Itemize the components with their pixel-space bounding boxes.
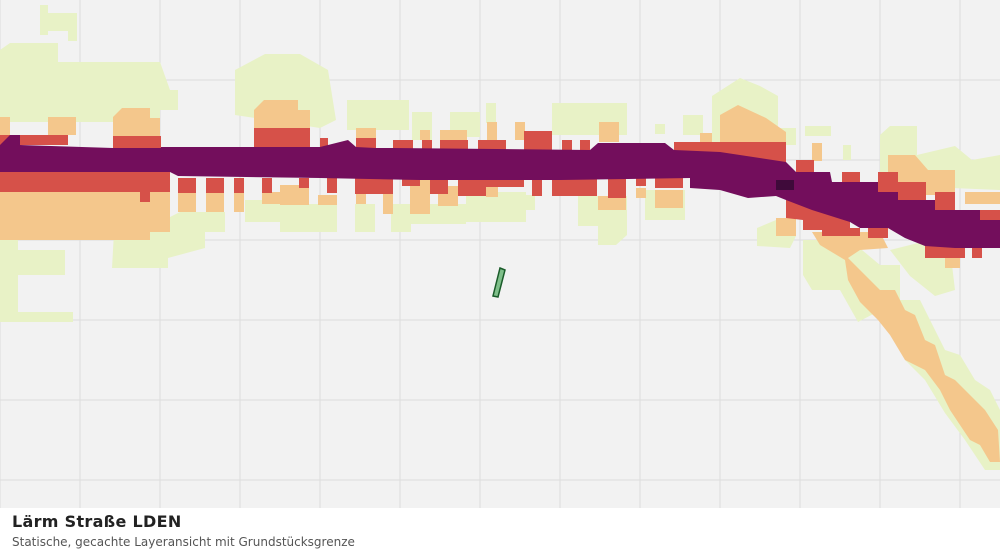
noise-zone-high: [935, 192, 955, 212]
noise-zone-high: [320, 138, 328, 148]
noise-zone-medium: [356, 128, 376, 140]
parcel-boundary: [492, 266, 506, 298]
noise-zone-low: [0, 43, 178, 122]
noise-zone-medium: [383, 190, 393, 214]
noise-zone-high: [552, 176, 597, 196]
noise-zone-medium: [410, 180, 430, 214]
noise-zone-high: [402, 176, 420, 186]
noise-zone-high: [0, 172, 170, 202]
noise-zone-high: [440, 140, 468, 150]
noise-zone-high: [430, 176, 448, 194]
noise-zone-high: [327, 178, 337, 193]
noise-zone-low: [68, 31, 77, 41]
noise-zone-high: [796, 160, 814, 172]
noise-zone-high: [524, 131, 552, 151]
noise-zone-medium: [420, 130, 430, 140]
noise-zone-medium: [0, 192, 170, 240]
noise-zone-high: [355, 176, 393, 194]
noise-zone-high: [422, 140, 432, 150]
noise-zone-high: [178, 178, 196, 193]
noise-zone-low: [486, 103, 496, 123]
noise-zone-medium: [515, 122, 525, 140]
noise-zone-medium: [254, 100, 310, 130]
noise-zone-high: [980, 210, 1000, 222]
noise-zone-medium: [486, 185, 498, 197]
noise-zone-extreme: [776, 180, 794, 190]
noise-zone-high: [299, 178, 309, 188]
noise-zone-high: [262, 178, 272, 193]
noise-zone-low: [391, 204, 411, 232]
noise-zone-high: [458, 176, 486, 196]
noise-zone-medium: [48, 117, 76, 135]
noise-zone-low: [843, 145, 851, 160]
noise-zone-medium: [700, 133, 712, 143]
noise-zone-medium: [0, 117, 10, 135]
noise-zone-medium: [812, 143, 822, 161]
map-view: [0, 0, 1000, 508]
noise-zone-medium: [262, 192, 280, 204]
noise-zone-medium: [356, 194, 366, 204]
noise-zone-medium: [280, 185, 309, 205]
noise-zone-high: [608, 176, 626, 198]
layer-subtitle: Statische, gecachte Layeransicht mit Gru…: [12, 535, 355, 549]
noise-zone-low: [655, 124, 665, 134]
noise-zone-high: [580, 140, 590, 150]
noise-zone-medium: [812, 232, 1000, 462]
noise-zone-low: [0, 240, 73, 322]
noise-zone-very-high: [0, 135, 1000, 248]
caption: Lärm Straße LDEN Statische, gecachte Lay…: [12, 512, 355, 549]
noise-zone-low: [112, 212, 225, 268]
noise-zone-high: [254, 128, 310, 148]
noise-zone-medium: [318, 195, 337, 205]
noise-zone-medium: [965, 192, 1000, 204]
noise-zone-medium: [598, 196, 626, 210]
noise-zone-medium: [440, 130, 467, 142]
noise-zone-low: [505, 195, 535, 210]
noise-zone-high: [842, 172, 860, 184]
noise-zone-medium: [113, 108, 160, 136]
noise-zone-high: [234, 178, 244, 193]
noise-zone-medium: [636, 188, 646, 198]
noise-zone-high: [393, 140, 413, 150]
noise-zone-high: [206, 178, 224, 193]
noise-zone-medium: [0, 100, 1000, 462]
noise-zone-high: [478, 140, 506, 150]
noise-zone-low: [40, 5, 48, 35]
noise-zone-medium: [487, 122, 497, 140]
noise-zone-medium: [178, 192, 196, 212]
noise-zone-medium: [206, 192, 224, 212]
noise-zone-high: [562, 140, 572, 150]
layer-title: Lärm Straße LDEN: [12, 512, 182, 531]
noise-zone-medium: [776, 218, 796, 236]
noise-zone-low: [48, 13, 77, 31]
noise-zone-medium: [599, 122, 619, 142]
noise-zone-low: [683, 115, 703, 135]
noise-zone-high: [0, 135, 68, 145]
noise-zone-medium: [234, 192, 244, 212]
noise-zone-low: [280, 204, 337, 232]
noise-zone-low: [347, 100, 409, 130]
noise-zone-low: [805, 126, 831, 136]
noise-zone-high: [786, 200, 860, 236]
noise-zone-high: [356, 138, 376, 148]
noise-zone-medium: [945, 258, 960, 268]
noise-zone-high: [972, 248, 982, 258]
noise-zone-high: [655, 176, 683, 188]
noise-zone-high: [486, 176, 524, 187]
noise-zone-low: [245, 200, 280, 222]
noise-zone-medium: [720, 105, 786, 145]
noise-zone-medium: [655, 190, 683, 208]
noise-zone-high: [532, 176, 542, 196]
noise-zone-high: [636, 176, 646, 186]
noise-zone-low: [355, 204, 375, 232]
